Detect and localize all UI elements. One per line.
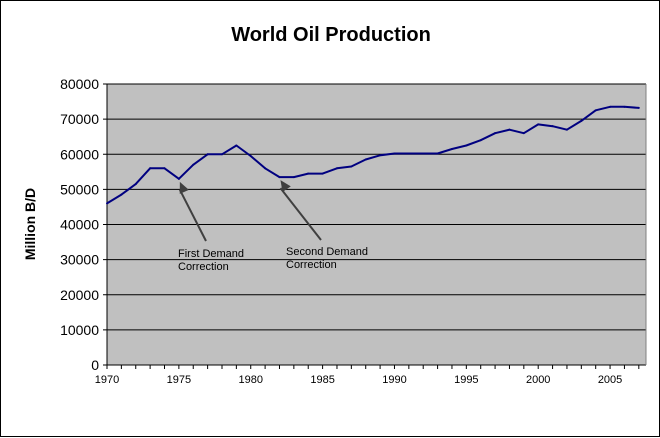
annotation-arrow-head bbox=[280, 180, 291, 192]
data-point bbox=[177, 177, 180, 180]
data-point bbox=[422, 152, 425, 155]
data-point bbox=[264, 167, 267, 170]
series-layer bbox=[106, 105, 640, 205]
data-point bbox=[379, 154, 382, 157]
x-tick-label: 1985 bbox=[310, 374, 334, 386]
data-point bbox=[637, 106, 640, 109]
data-point bbox=[163, 167, 166, 170]
chart-title: World Oil Production bbox=[231, 24, 431, 46]
data-point bbox=[609, 105, 612, 108]
data-point bbox=[335, 167, 338, 170]
y-tick-label: 20000 bbox=[60, 287, 99, 303]
data-point bbox=[149, 167, 152, 170]
data-point bbox=[407, 152, 410, 155]
y-tick-label: 40000 bbox=[60, 217, 99, 233]
data-point bbox=[565, 128, 568, 131]
annotation-text: First Demand bbox=[178, 248, 244, 260]
data-point bbox=[120, 193, 123, 196]
y-tick-label: 50000 bbox=[60, 181, 99, 197]
data-point bbox=[192, 163, 195, 166]
data-point bbox=[364, 158, 367, 161]
x-tick-label: 2000 bbox=[526, 374, 550, 386]
data-point bbox=[393, 152, 396, 155]
x-tick-label: 1990 bbox=[382, 374, 406, 386]
data-point bbox=[551, 125, 554, 128]
data-point bbox=[479, 139, 482, 142]
data-point bbox=[580, 119, 583, 122]
y-tick-label: 80000 bbox=[60, 76, 99, 92]
data-point bbox=[350, 165, 353, 168]
annotation-arrow-shaft bbox=[279, 187, 322, 241]
annotation-arrow-head bbox=[179, 181, 189, 194]
data-point bbox=[594, 109, 597, 112]
annotation-text: Second Demand bbox=[286, 246, 368, 258]
data-point bbox=[278, 176, 281, 179]
data-point bbox=[465, 144, 468, 147]
y-tick-label: 30000 bbox=[60, 252, 99, 268]
x-tick-label: 1975 bbox=[167, 374, 191, 386]
annotation-text: Correction bbox=[286, 259, 337, 271]
data-point bbox=[537, 123, 540, 126]
data-point bbox=[321, 172, 324, 175]
data-point bbox=[106, 202, 108, 205]
x-tick-label: 2005 bbox=[598, 374, 622, 386]
data-point bbox=[436, 152, 439, 155]
y-axis-label: Million B/D bbox=[22, 188, 38, 260]
data-point bbox=[522, 132, 525, 135]
annotation-text: Correction bbox=[178, 261, 229, 273]
y-tick-label: 70000 bbox=[60, 111, 99, 127]
x-tick-label: 1980 bbox=[238, 374, 262, 386]
data-point bbox=[623, 105, 626, 108]
x-tick-label: 1970 bbox=[95, 374, 119, 386]
annotation-arrow-shaft bbox=[178, 189, 207, 242]
y-tick-label: 10000 bbox=[60, 322, 99, 338]
y-tick-labels: 0 10000 20000 30000 40000 50000 60000 70000 8000… bbox=[60, 76, 107, 373]
data-point bbox=[292, 176, 295, 179]
x-tick-labels: 1970 1975 1980 1985 1990 1995 2000 2005 bbox=[95, 365, 640, 386]
data-point bbox=[134, 183, 137, 186]
data-point bbox=[508, 128, 511, 131]
data-point bbox=[206, 153, 209, 156]
y-tick-label: 0 bbox=[91, 357, 99, 373]
x-tick-label: 1995 bbox=[454, 374, 478, 386]
data-point bbox=[494, 132, 497, 135]
series-line bbox=[106, 105, 639, 205]
data-point bbox=[450, 147, 453, 150]
data-point bbox=[249, 155, 252, 158]
y-tick-label: 60000 bbox=[60, 146, 99, 162]
data-point bbox=[235, 144, 238, 147]
data-point bbox=[307, 172, 310, 175]
data-point bbox=[220, 153, 223, 156]
